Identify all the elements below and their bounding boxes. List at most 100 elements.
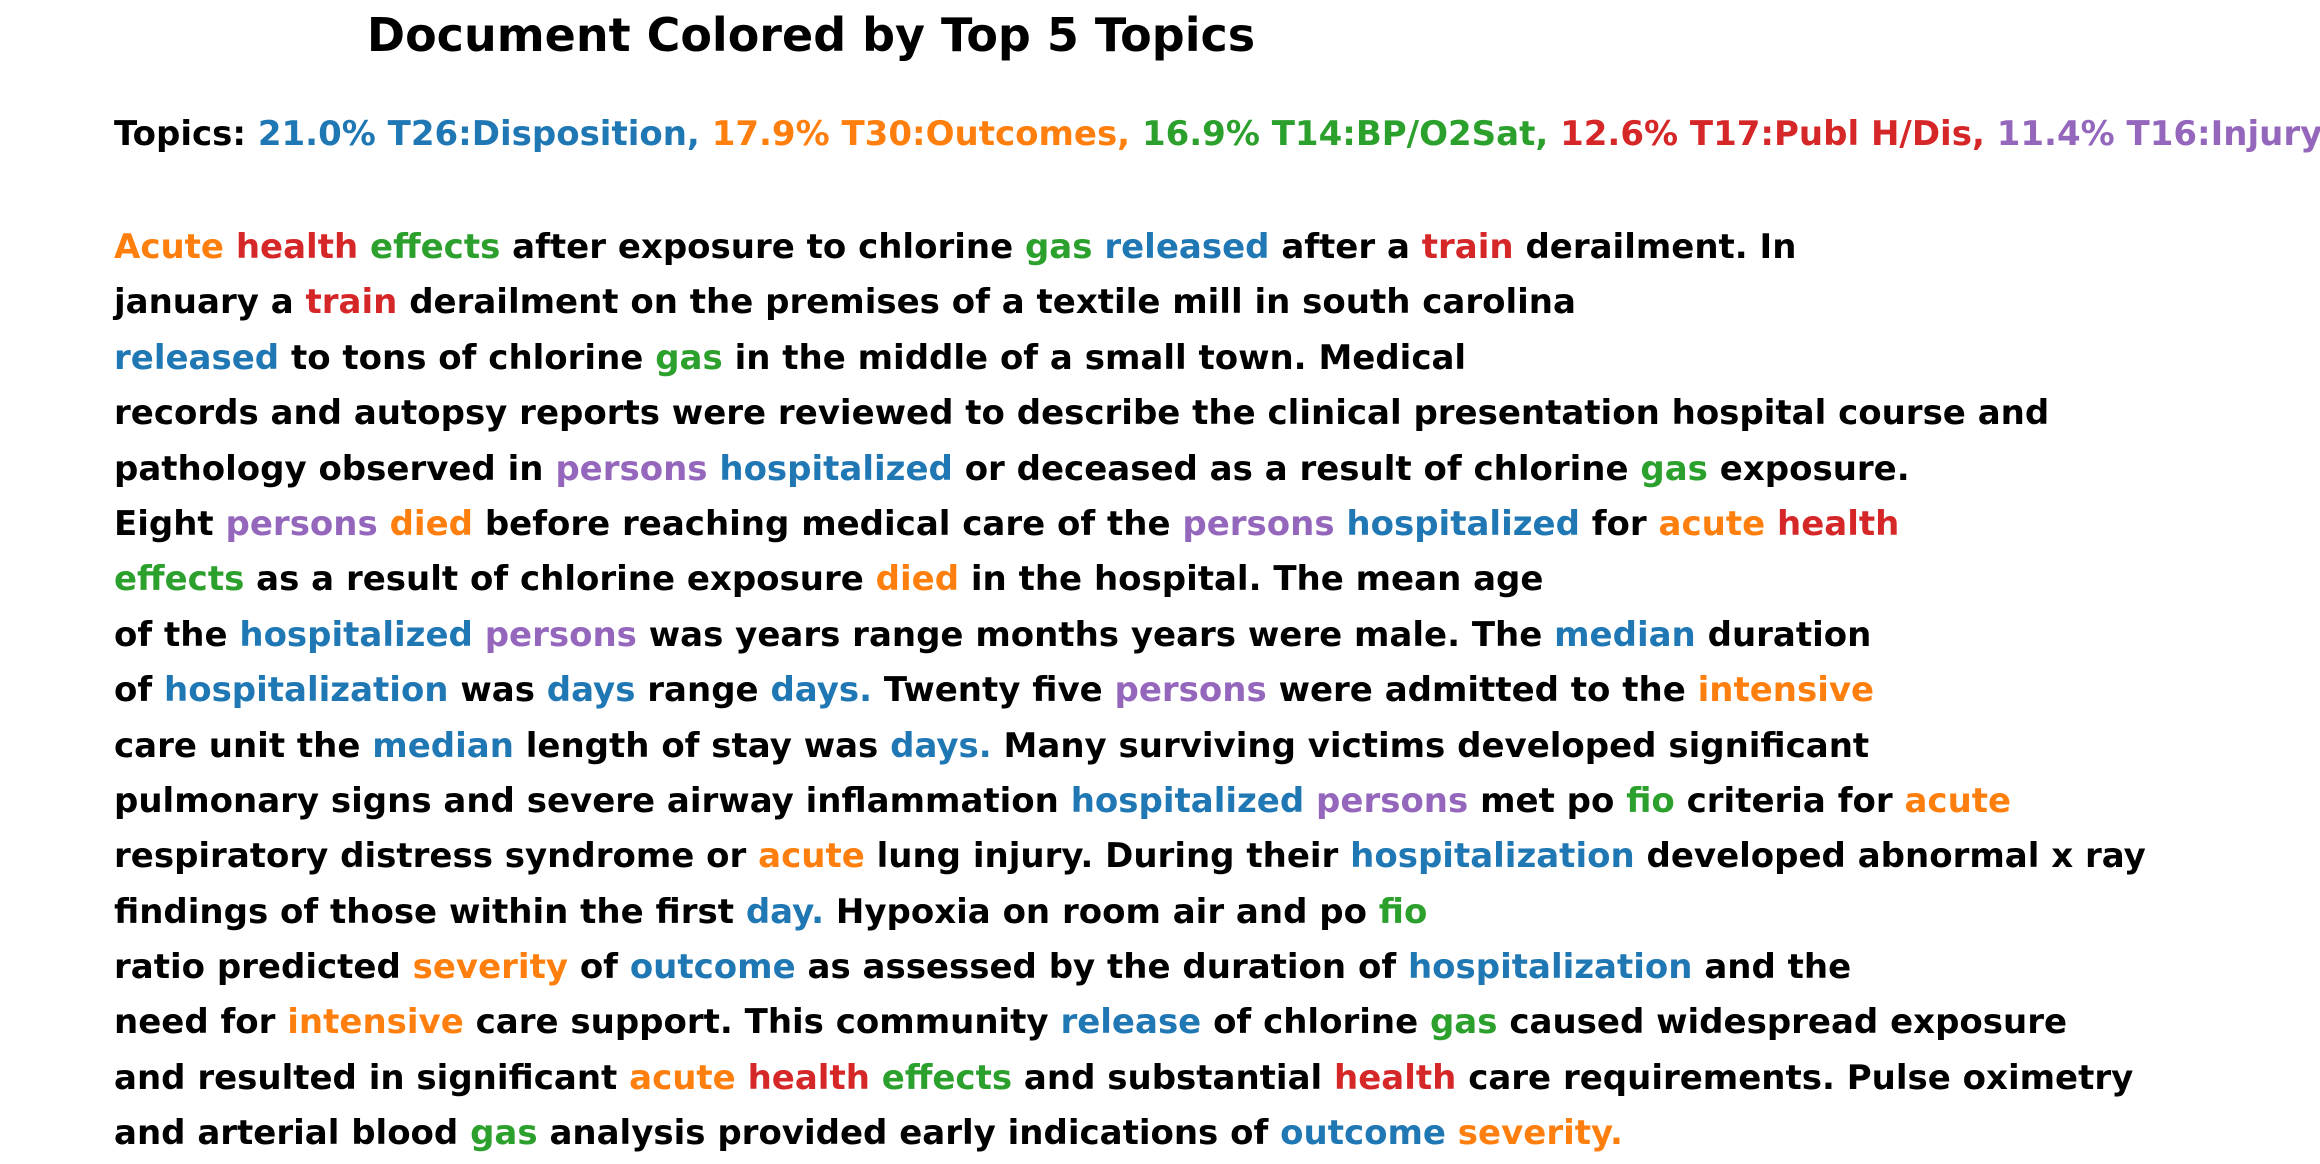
- plain-text: findings of those within the first: [114, 891, 734, 932]
- topics-label: Topics:: [114, 114, 247, 154]
- plain-text: of chlorine: [1213, 1002, 1419, 1043]
- topic-word: effects: [114, 559, 245, 600]
- plain-text: and arterial blood: [114, 1113, 459, 1154]
- plain-text: Twenty five: [883, 670, 1103, 711]
- topic-word: effects: [370, 227, 501, 267]
- plain-text: for: [1591, 503, 1647, 544]
- topic-word: fio: [1378, 891, 1428, 932]
- topic-word: days.: [770, 670, 873, 711]
- plain-text: respiratory distress syndrome or: [114, 836, 747, 877]
- plain-text: duration: [1707, 614, 1872, 655]
- topic-word: hospitalization: [1350, 836, 1635, 877]
- plain-text: of: [579, 947, 618, 988]
- plain-text: and substantial: [1023, 1057, 1323, 1098]
- plain-text: of the: [114, 614, 228, 655]
- plain-text: developed abnormal x ray: [1646, 836, 2146, 877]
- topic-item: 16.9% T14:BP/O2Sat,: [1141, 114, 1549, 154]
- plain-text: in the middle of a small town. Medical: [734, 337, 1467, 378]
- plain-text: was years range months years were male. …: [648, 614, 1543, 655]
- topic-word: median: [1554, 614, 1696, 655]
- topic-word: released: [1104, 227, 1270, 267]
- topic-word: severity.: [1457, 1113, 1623, 1154]
- topic-word: health: [747, 1057, 870, 1098]
- plain-text: care unit the: [114, 725, 361, 766]
- text-line: pulmonary signs and severe airway inflam…: [114, 776, 2146, 831]
- topic-word: severity: [412, 947, 568, 988]
- topic-word: persons: [1114, 670, 1267, 711]
- plain-text: in the hospital. The mean age: [970, 559, 1544, 600]
- topic-word: median: [372, 725, 514, 766]
- text-line: and resulted in significant acute health…: [114, 1053, 2146, 1108]
- plain-text: records and autopsy reports were reviewe…: [114, 393, 2050, 434]
- topic-word: gas: [655, 337, 723, 378]
- topic-word: day.: [745, 891, 825, 932]
- topic-word: gas: [1429, 1002, 1498, 1043]
- topic-word: Acute: [114, 227, 224, 267]
- topic-word: health: [1776, 503, 1900, 544]
- topic-word: acute: [758, 836, 865, 877]
- plain-text: as assessed by the duration of: [807, 947, 1397, 988]
- plain-text: exposure.: [1719, 448, 1910, 489]
- plain-text: analysis provided early indications of: [549, 1113, 1269, 1154]
- plain-text: pathology observed in: [114, 448, 544, 489]
- topic-word: hospitalized: [719, 448, 953, 489]
- topic-word: persons: [1316, 780, 1469, 821]
- topic-item: 12.6% T17:Publ H/Dis,: [1560, 114, 1985, 154]
- topic-word: health: [1334, 1057, 1457, 1098]
- plain-text: and resulted in significant: [114, 1057, 618, 1098]
- topic-word: acute: [629, 1057, 736, 1098]
- plain-text: pulmonary signs and severe airway inflam…: [114, 780, 1059, 821]
- text-line: need for intensive care support. This co…: [114, 997, 2146, 1052]
- plain-text: care requirements. Pulse oximetry: [1468, 1057, 2134, 1098]
- topic-word: persons: [484, 614, 637, 655]
- topic-word: hospitalization: [164, 670, 449, 711]
- plain-text: after exposure to chlorine: [512, 227, 1014, 267]
- topic-word: persons: [555, 448, 708, 489]
- text-line: Acute health effects after exposure to c…: [114, 222, 2146, 277]
- title: Document Colored by Top 5 Topics: [366, 8, 1256, 62]
- plain-text: criteria for: [1686, 780, 1893, 821]
- topic-word: effects: [881, 1057, 1013, 1098]
- text-line: records and autopsy reports were reviewe…: [114, 388, 2146, 443]
- plain-text: ratio predicted: [114, 947, 401, 988]
- text-line: of hospitalization was days range days. …: [114, 665, 2146, 720]
- text-line: and arterial blood gas analysis provided…: [114, 1108, 2146, 1163]
- plain-text: of: [114, 670, 153, 711]
- topic-item: 21.0% T26:Disposition,: [257, 114, 700, 154]
- topic-item: 11.4% T16:Injury,: [1996, 114, 2320, 154]
- topic-word: intensive: [1697, 670, 1875, 711]
- text-line: january a train derailment on the premis…: [114, 277, 2146, 332]
- topic-word: fio: [1626, 780, 1675, 821]
- text-line: of the hospitalized persons was years ra…: [114, 610, 2146, 665]
- plain-text: need for: [114, 1002, 276, 1043]
- topic-word: outcome: [1280, 1113, 1446, 1154]
- topic-word: gas: [470, 1113, 538, 1154]
- topic-word: hospitalized: [1070, 780, 1305, 821]
- topic-word: release: [1060, 1002, 1202, 1043]
- plain-text: met po: [1480, 780, 1615, 821]
- plain-text: and the: [1704, 947, 1852, 988]
- topic-word: persons: [1182, 503, 1335, 544]
- topic-word: gas: [1024, 227, 1093, 267]
- document-text: Acute health effects after exposure to c…: [114, 222, 2146, 1164]
- topic-word: hospitalization: [1407, 947, 1693, 988]
- plain-text: caused widespread exposure: [1509, 1002, 2068, 1043]
- plain-text: Many surviving victims developed signifi…: [1003, 725, 1870, 766]
- topic-word: released: [114, 337, 280, 378]
- plain-text: before reaching medical care of the: [484, 503, 1171, 544]
- text-line: care unit the median length of stay was …: [114, 721, 2146, 776]
- plain-text: derailment on the premises of a textile …: [409, 282, 1576, 323]
- topic-word: days.: [890, 725, 992, 766]
- topic-word: acute: [1904, 780, 2012, 821]
- topic-word: train: [1421, 227, 1514, 267]
- topic-word: died: [389, 503, 473, 544]
- topic-word: died: [875, 559, 960, 600]
- topic-word: persons: [225, 503, 378, 544]
- plain-text: to tons of chlorine: [290, 337, 644, 378]
- topic-word: intensive: [287, 1002, 464, 1043]
- topic-word: days: [546, 670, 636, 711]
- text-line: effects as a result of chlorine exposure…: [114, 554, 2146, 609]
- text-line: respiratory distress syndrome or acute l…: [114, 831, 2146, 886]
- plain-text: lung injury. During their: [876, 836, 1339, 877]
